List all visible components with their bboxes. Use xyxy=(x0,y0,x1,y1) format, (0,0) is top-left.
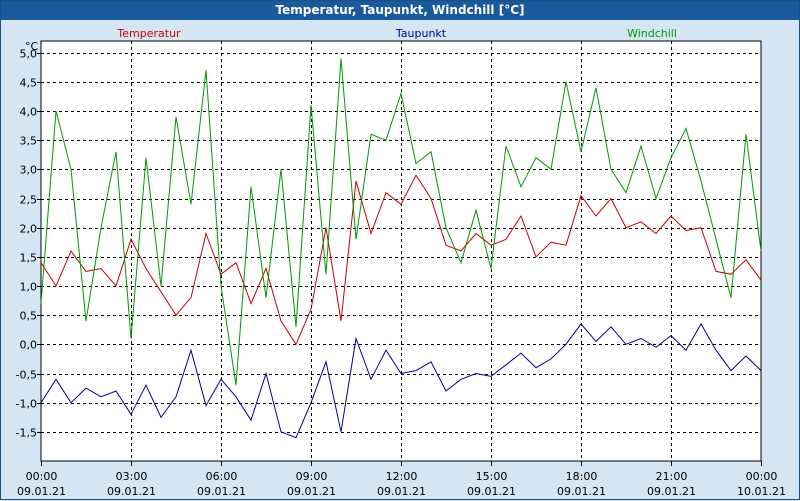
y-tick-label: 4,5 xyxy=(20,77,38,90)
x-tick-time-label: 09:00 xyxy=(296,470,328,483)
legend-entry-temperatur: Temperatur xyxy=(116,27,181,40)
y-tick-label: 2,5 xyxy=(20,194,38,207)
y-tick-label: 1,5 xyxy=(20,252,38,265)
x-tick-time-label: 21:00 xyxy=(656,470,688,483)
legend-entry-windchill: Windchill xyxy=(627,27,677,40)
series-line-taupunkt xyxy=(40,322,762,439)
x-tick-time-label: 03:00 xyxy=(116,470,148,483)
y-tick-label: -1,5 xyxy=(16,427,37,440)
y-axis-label: °C xyxy=(25,40,39,53)
x-tick-date-label: 09.01.21 xyxy=(17,485,66,498)
chart-title: Temperatur, Taupunkt, Windchill [°C] xyxy=(1,1,799,20)
x-tick-time-label: 18:00 xyxy=(566,470,598,483)
y-tick-label: -0,5 xyxy=(16,369,37,382)
y-tick-label: 3,0 xyxy=(20,164,38,177)
x-tick-time-label: 12:00 xyxy=(386,470,418,483)
x-tick-time-label: 00:00 xyxy=(746,470,778,483)
legend-entry-taupunkt: Taupunkt xyxy=(395,27,447,40)
x-tick-time-label: 15:00 xyxy=(476,470,508,483)
y-tick-label: 0,5 xyxy=(20,310,38,323)
y-tick-label: 4,0 xyxy=(20,106,38,119)
x-tick-date-label: 09.01.21 xyxy=(377,485,426,498)
x-tick-date-label: 09.01.21 xyxy=(107,485,156,498)
x-tick-time-label: 06:00 xyxy=(206,470,238,483)
series-line-temperatur xyxy=(40,174,762,346)
y-tick-label: -1,0 xyxy=(16,398,37,411)
x-tick-date-label: 09.01.21 xyxy=(557,485,606,498)
x-tick-date-label: 09.01.21 xyxy=(197,485,246,498)
x-tick-date-label: 10.01.21 xyxy=(737,485,786,498)
y-tick-label: 2,0 xyxy=(20,223,38,236)
x-tick-time-label: 00:00 xyxy=(26,470,58,483)
y-tick-label: 3,5 xyxy=(20,135,38,148)
series-line-windchill xyxy=(40,58,762,386)
y-tick-label: 0,0 xyxy=(20,339,38,352)
x-tick-date-label: 09.01.21 xyxy=(287,485,336,498)
y-tick-label: 1,0 xyxy=(20,281,38,294)
x-tick-date-label: 09.01.21 xyxy=(647,485,696,498)
y-tick-label: 5,0 xyxy=(20,48,38,61)
x-tick-date-label: 09.01.21 xyxy=(467,485,516,498)
